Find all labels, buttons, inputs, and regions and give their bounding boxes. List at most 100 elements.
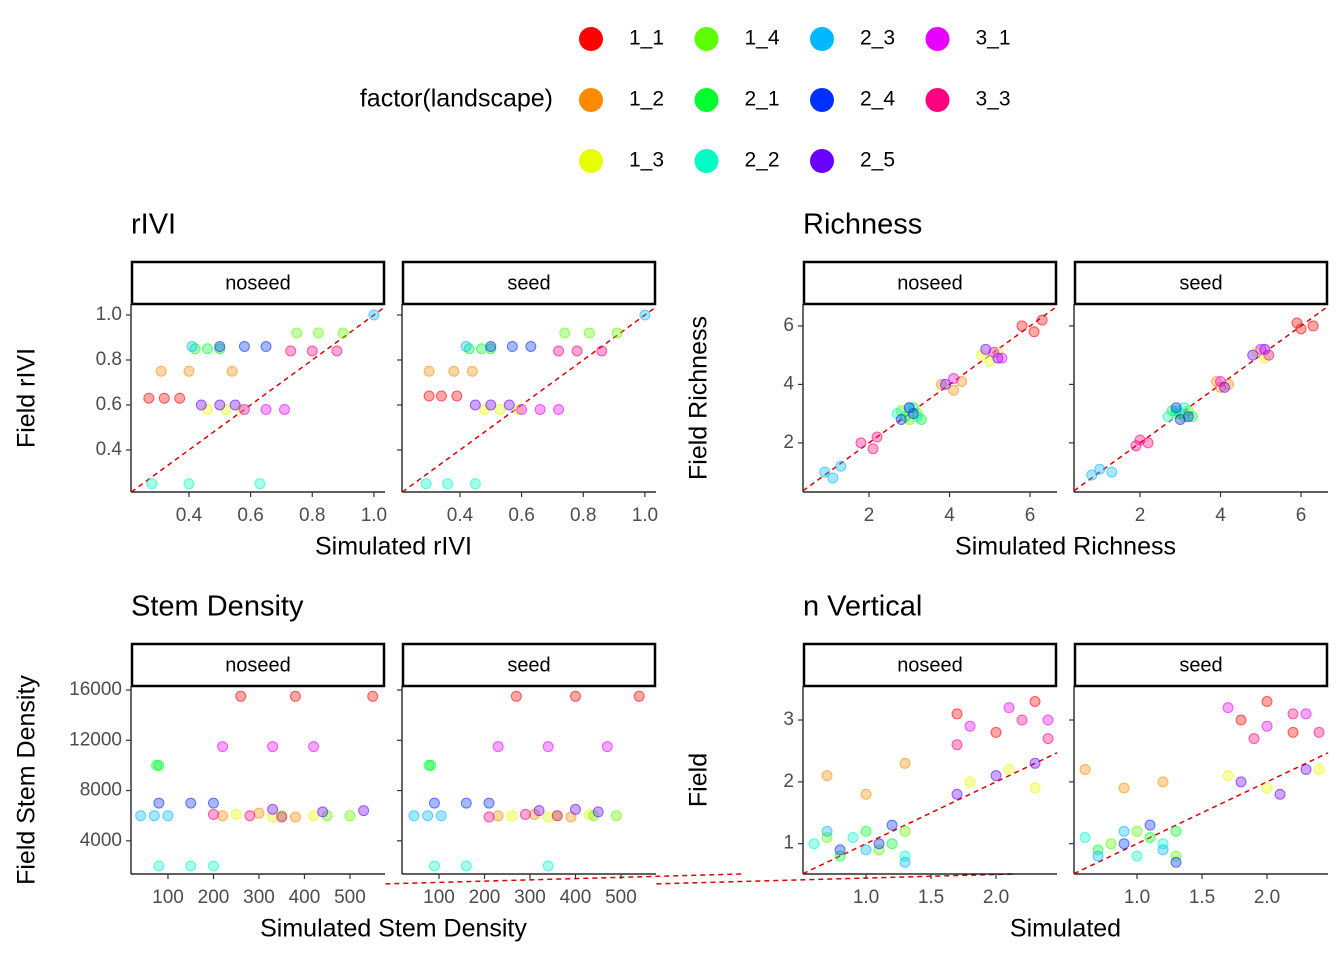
- y-tick-label: 0.6: [96, 394, 122, 415]
- point: [442, 478, 454, 490]
- point: [871, 431, 883, 443]
- y-tick-label: 2: [783, 432, 794, 453]
- x-tick-label: 0.4: [447, 505, 474, 526]
- facet-strip: [401, 260, 657, 306]
- point: [1105, 838, 1117, 850]
- x-tick-label: 1.0: [1124, 887, 1150, 908]
- point: [306, 345, 318, 357]
- point: [155, 365, 167, 377]
- y-tick-label: 1.0: [96, 304, 122, 325]
- point: [1092, 844, 1104, 856]
- point: [519, 808, 531, 820]
- point: [367, 690, 379, 702]
- point: [1134, 434, 1146, 446]
- legend-swatch: [579, 27, 603, 51]
- legend-label: 2_5: [860, 149, 895, 172]
- point: [1174, 413, 1186, 425]
- y-axis-label: Field rIVI: [13, 348, 41, 448]
- point: [448, 365, 460, 377]
- legend-swatch: [810, 149, 834, 173]
- point: [308, 741, 320, 753]
- x-tick-label: 2: [1135, 505, 1146, 526]
- y-tick-label: 4000: [80, 830, 122, 851]
- point: [948, 373, 960, 385]
- point: [1287, 708, 1299, 720]
- chart-title: Stem Density: [131, 591, 304, 623]
- point: [976, 349, 988, 361]
- point: [899, 825, 911, 837]
- x-tick-label: 300: [243, 887, 275, 908]
- point: [483, 797, 495, 809]
- point: [153, 797, 165, 809]
- reference-line: [1073, 305, 1329, 492]
- point: [553, 403, 565, 415]
- legend-label: 1_2: [629, 88, 664, 111]
- legend-swatch: [694, 27, 719, 51]
- point: [899, 856, 911, 868]
- point: [1042, 714, 1054, 726]
- x-tick-label: 1.0: [361, 505, 387, 526]
- point: [525, 341, 537, 353]
- point: [460, 797, 472, 809]
- y-tick-label: 0.4: [96, 439, 123, 460]
- point: [886, 819, 898, 831]
- x-tick-label: 400: [560, 887, 592, 908]
- point: [267, 741, 279, 753]
- point: [1248, 733, 1260, 745]
- point: [1291, 317, 1303, 329]
- point: [229, 399, 241, 411]
- point: [1157, 838, 1169, 850]
- point: [460, 341, 472, 353]
- point: [951, 708, 963, 720]
- facet-strip: [401, 642, 657, 688]
- point: [1144, 819, 1156, 831]
- facet-label: seed: [507, 272, 550, 294]
- point: [1295, 323, 1307, 335]
- point: [1261, 720, 1273, 732]
- point: [312, 327, 324, 339]
- point: [571, 345, 583, 357]
- x-tick-label: 500: [605, 887, 637, 908]
- point: [1170, 402, 1182, 414]
- point: [476, 343, 488, 355]
- point: [451, 390, 463, 402]
- point: [195, 399, 207, 411]
- point: [513, 403, 525, 415]
- point: [1170, 825, 1182, 837]
- x-axis-label: Simulated rIVI: [315, 533, 472, 561]
- legend-label: 2_1: [745, 88, 780, 111]
- point: [1263, 349, 1275, 361]
- y-tick-label: 8000: [80, 780, 122, 801]
- x-tick-label: 0.8: [299, 505, 325, 526]
- reference-line: [802, 752, 1058, 875]
- point: [1219, 381, 1231, 393]
- point: [1170, 405, 1182, 417]
- x-axis-label: Simulated Stem Density: [260, 915, 527, 943]
- point: [1259, 343, 1271, 355]
- legend-label: 2_2: [745, 149, 780, 172]
- legend-swatch: [810, 27, 834, 51]
- point: [899, 850, 911, 862]
- x-tick-label: 2.0: [983, 887, 1009, 908]
- legend-label: 3_3: [976, 88, 1011, 111]
- point: [260, 403, 272, 415]
- point: [1029, 782, 1041, 794]
- point: [569, 690, 581, 702]
- legend-swatch: [579, 149, 603, 173]
- point: [235, 690, 247, 702]
- point: [1144, 832, 1156, 844]
- point: [146, 478, 158, 490]
- point: [267, 811, 279, 823]
- x-tick-label: 100: [423, 887, 455, 908]
- facet-strip: [1073, 260, 1329, 306]
- point: [1079, 832, 1091, 844]
- point: [633, 690, 645, 702]
- legend-label: 2_3: [860, 27, 895, 50]
- point: [1300, 708, 1312, 720]
- point: [1086, 469, 1098, 481]
- point: [1300, 763, 1312, 775]
- point: [183, 478, 195, 490]
- point: [422, 810, 434, 822]
- point: [217, 741, 229, 753]
- point: [153, 860, 165, 872]
